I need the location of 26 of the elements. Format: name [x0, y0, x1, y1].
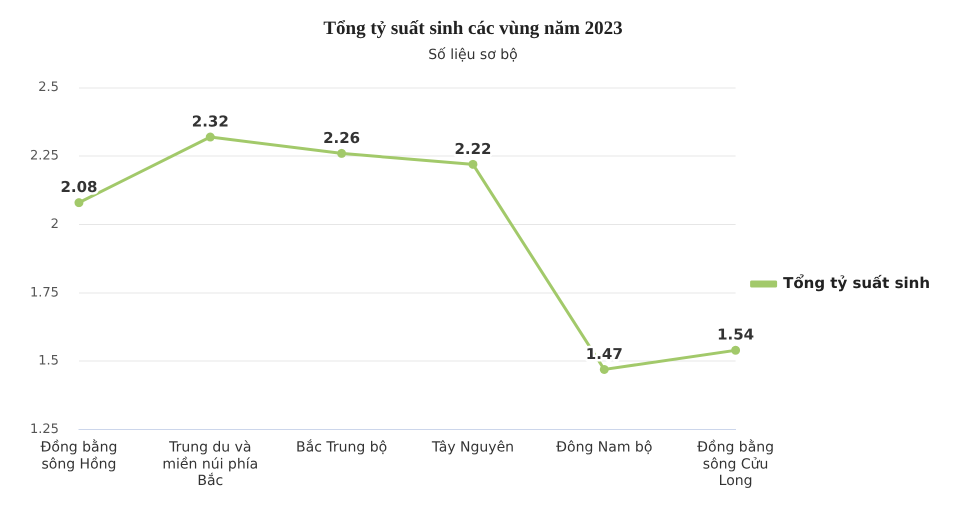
- point: [206, 132, 215, 142]
- x-tick-label: Trung du và miền núi phía Bắc: [162, 440, 258, 490]
- data-label: 2.26: [323, 128, 360, 147]
- legend-label: Tổng tỷ suất sinh: [783, 274, 930, 292]
- data-label: 1.54: [717, 326, 754, 344]
- data-label: 2.08: [60, 178, 98, 196]
- chart-subtitle: Số liệu sơ bộ: [427, 47, 519, 63]
- y-tick-label: 2.5: [38, 80, 59, 96]
- point: [600, 364, 609, 374]
- x-tick-label: Đông Nam bộ: [556, 440, 652, 456]
- x-tick-label: Đồng bằng sông Hồng: [40, 438, 118, 472]
- x-tick-label: Tây Nguyên: [430, 440, 514, 456]
- y-tick-label: 1.25: [30, 422, 59, 437]
- y-tick-label: 2: [50, 216, 59, 232]
- y-tick-label: 1.5: [38, 354, 59, 369]
- point: [337, 148, 346, 158]
- point: [731, 346, 740, 355]
- y-tick-label: 1.75: [30, 285, 59, 300]
- y-tick-label: 2.25: [30, 148, 59, 164]
- chart-title: Tổng tỷ suất sinh các vùng năm 2023: [322, 18, 624, 40]
- data-label: 2.32: [192, 112, 229, 130]
- data-label: 2.22: [454, 140, 492, 158]
- x-tick-label: Bắc Trung bộ: [296, 438, 388, 456]
- point: [468, 160, 478, 169]
- point: [74, 198, 84, 208]
- x-tick-label: Đồng bằng sông Cửu Long: [697, 438, 774, 490]
